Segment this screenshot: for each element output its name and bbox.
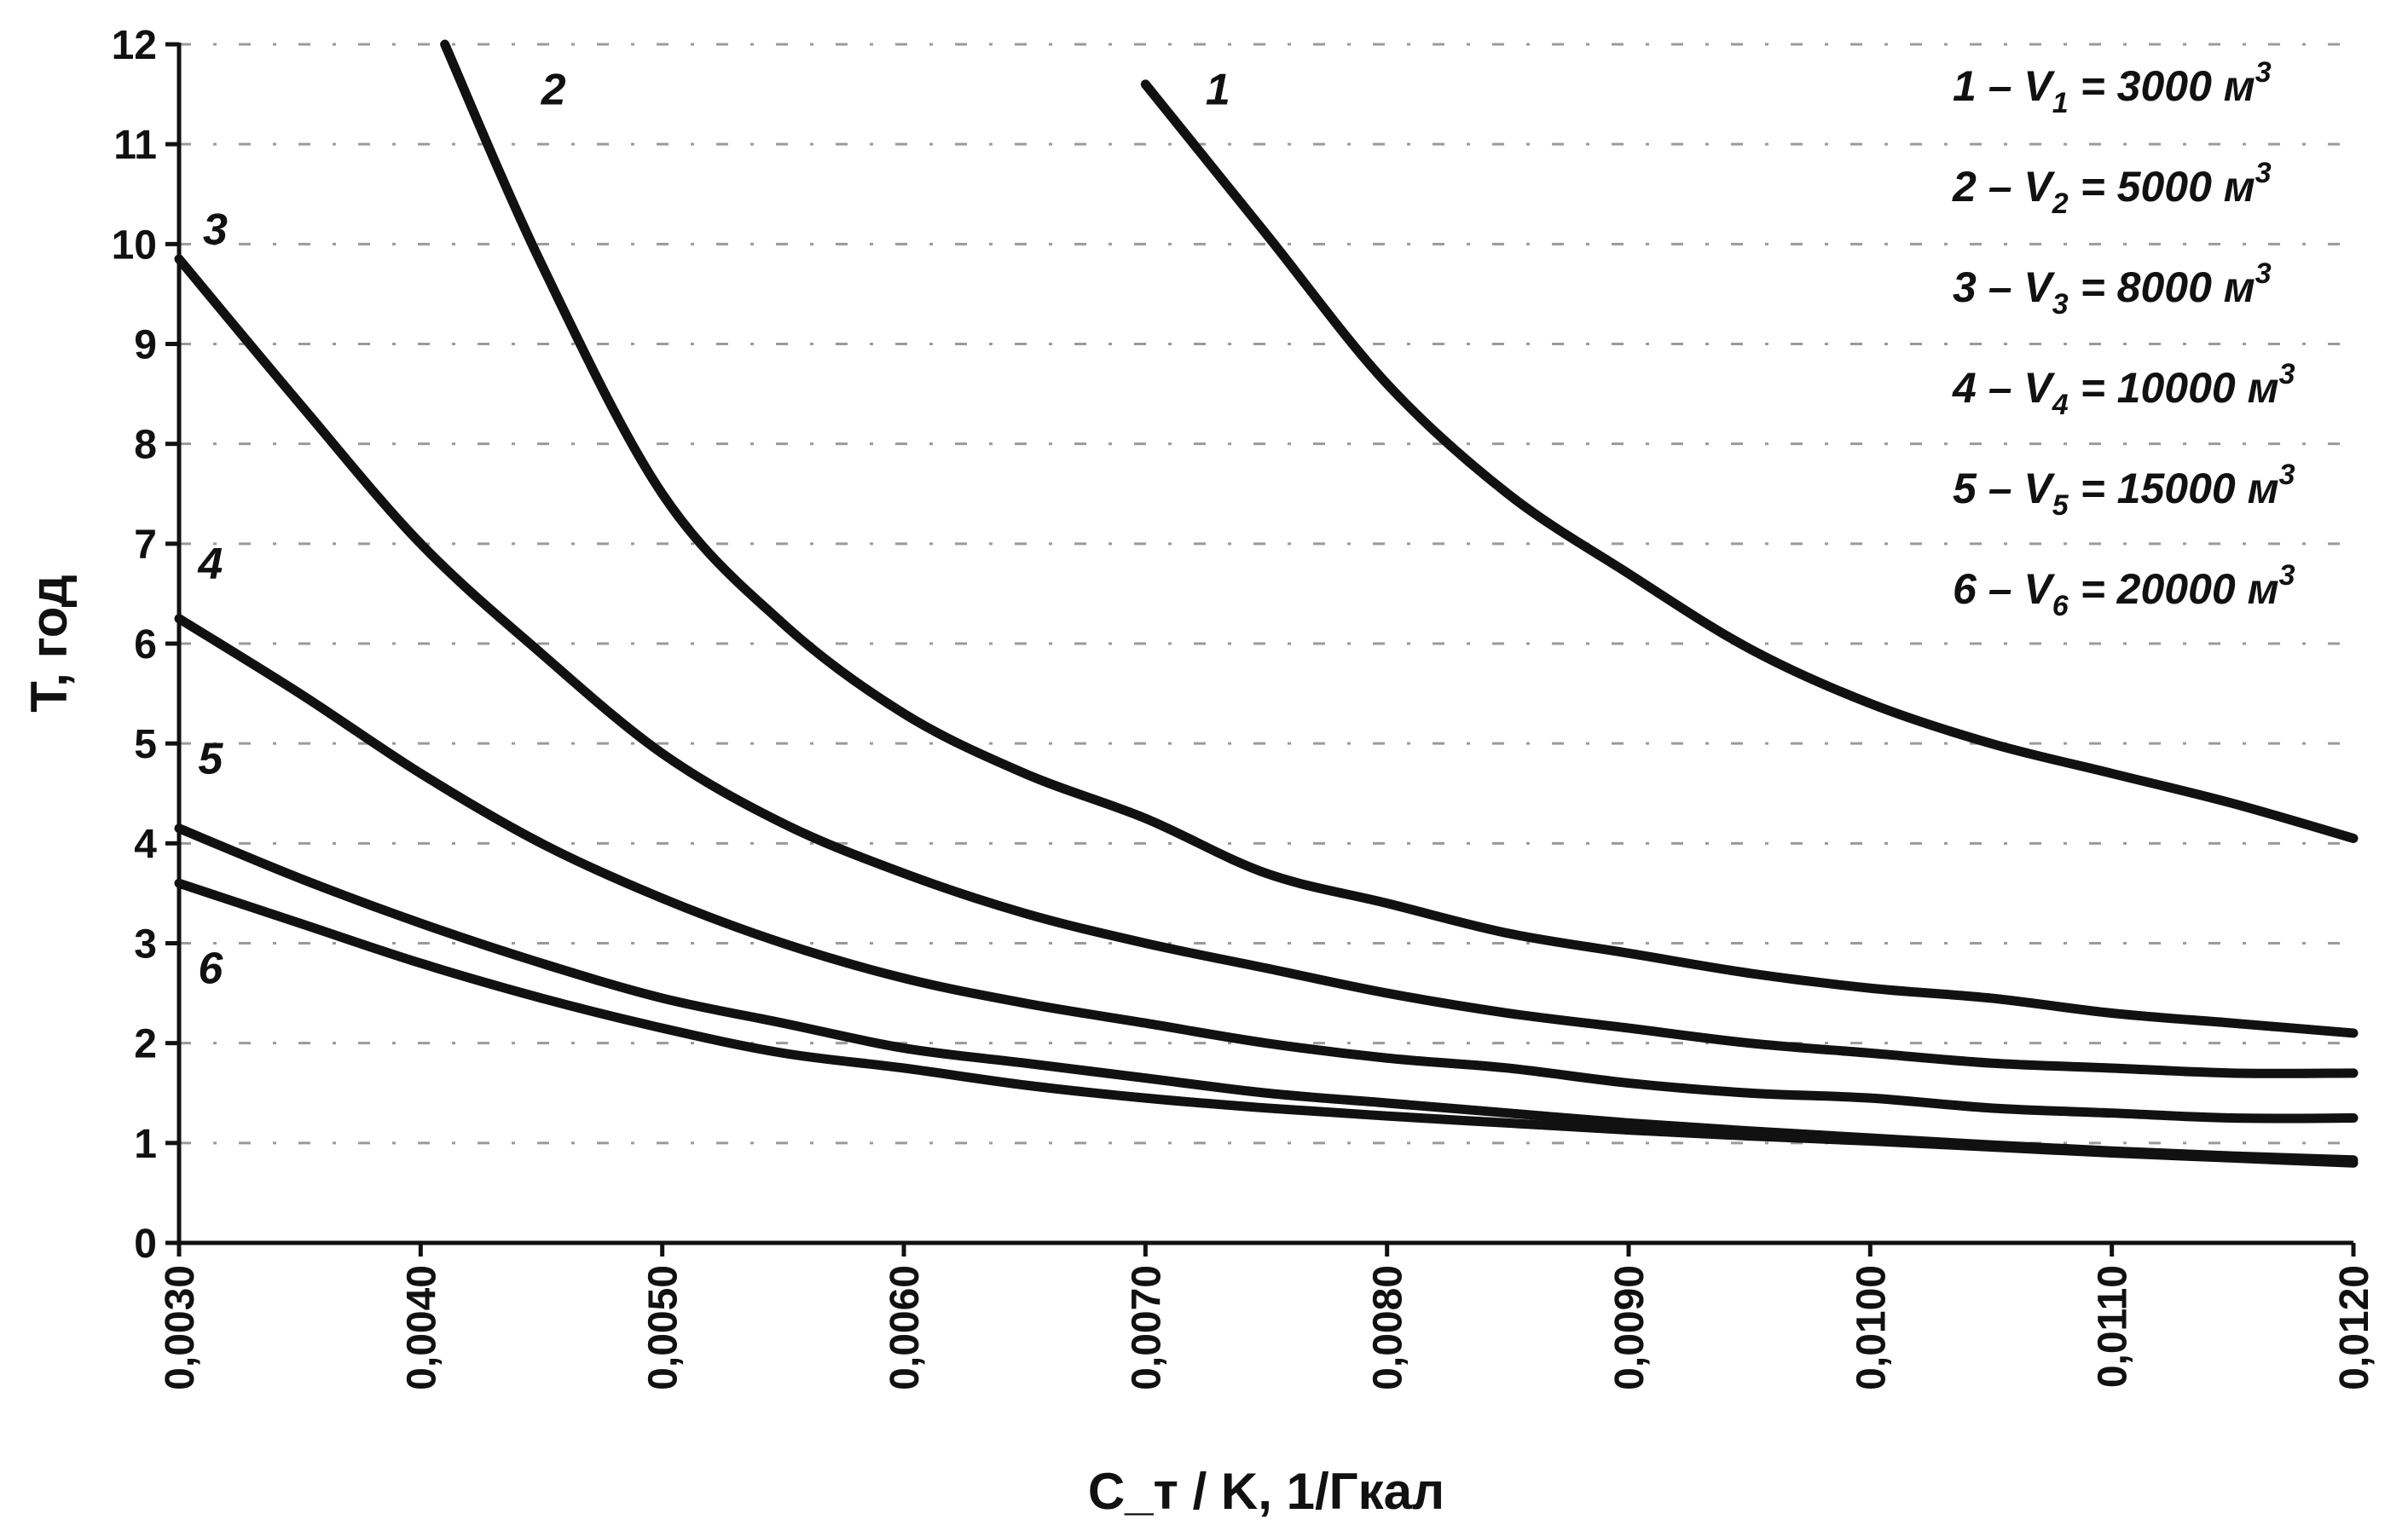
- legend: 1 – V1 = 3000 м3 2 – V2 = 5000 м3 3 – V3 =…: [1952, 56, 2295, 622]
- y-tick-label: 7: [134, 523, 157, 568]
- series-lines: [174, 39, 2359, 1168]
- y-tick-label: 1: [134, 1122, 157, 1167]
- y-tick-label: 10: [112, 222, 157, 268]
- x-tick-label: 0,0100: [1849, 1265, 1894, 1390]
- y-tick-label: 5: [134, 722, 157, 767]
- x-tick-label: 0,0080: [1366, 1265, 1411, 1390]
- series-line-2: [440, 39, 2359, 1038]
- series-line-1: [1140, 79, 2359, 843]
- curve-label-2: 2: [541, 65, 566, 114]
- legend-entry-4: 4 – V4 = 10000 м3: [1952, 358, 2295, 421]
- y-tick-label: 2: [134, 1022, 157, 1067]
- x-tick-label: 0,0070: [1124, 1265, 1169, 1390]
- curve-label-3: 3: [203, 205, 228, 254]
- legend-entry-1: 1 – V1 = 3000 м3: [1953, 56, 2272, 119]
- curve-label-4: 4: [197, 540, 223, 589]
- legend-entry-5: 5 – V5 = 15000 м3: [1953, 459, 2295, 522]
- x-tick-label: 0,0040: [399, 1265, 444, 1390]
- y-tick-label: 6: [134, 622, 157, 667]
- curve-label-1: 1: [1206, 65, 1230, 114]
- y-axis-title: T, год: [20, 575, 78, 712]
- legend-entry-6: 6 – V6 = 20000 м3: [1953, 559, 2295, 622]
- y-tick-label: 3: [134, 922, 157, 968]
- x-tick-label: 0,0120: [2332, 1265, 2377, 1390]
- x-tick-label: 0,0050: [641, 1265, 686, 1390]
- y-tick-label: 4: [134, 822, 157, 867]
- legend-entry-2: 2 – V2 = 5000 м3: [1952, 157, 2272, 220]
- x-tick-label: 0,0110: [2091, 1265, 2136, 1388]
- y-tick-label: 9: [134, 323, 157, 368]
- y-tick-label: 0: [134, 1222, 157, 1267]
- x-tick-label: 0,0030: [158, 1265, 203, 1390]
- y-tick-label: 12: [112, 23, 157, 68]
- curve-labels: 1 2 3 4 5 6: [197, 65, 1230, 993]
- x-tick-label: 0,0090: [1607, 1265, 1653, 1390]
- x-axis-title: C_т / K, 1/Гкал: [1088, 1463, 1444, 1520]
- curve-label-6: 6: [198, 944, 223, 993]
- y-tick-label: 8: [134, 423, 157, 468]
- series-line-4: [174, 614, 2359, 1124]
- x-tick-label: 0,0060: [883, 1265, 928, 1390]
- series-line-6: [174, 878, 2359, 1168]
- series-line-3: [174, 254, 2359, 1078]
- curve-label-5: 5: [198, 734, 223, 783]
- y-tick-label: 11: [113, 123, 157, 168]
- legend-entry-3: 3 – V3 = 8000 м3: [1953, 257, 2272, 321]
